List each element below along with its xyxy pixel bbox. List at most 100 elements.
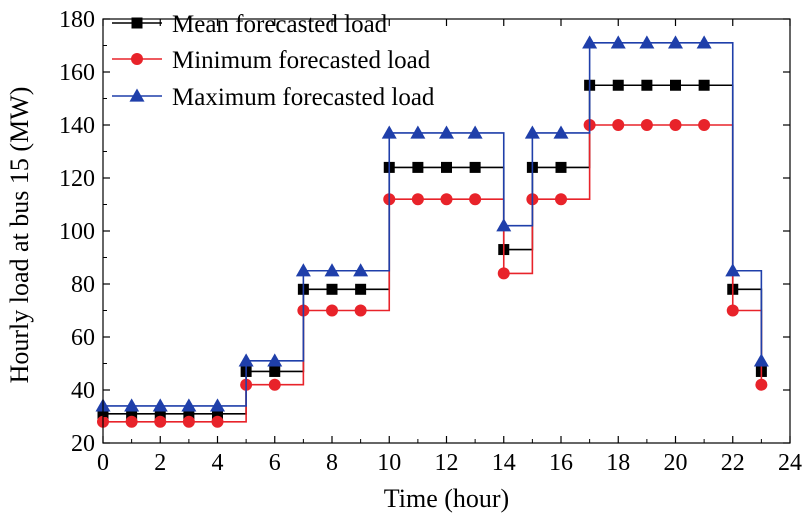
series-0-point-20 (670, 79, 681, 91)
series-0-point-19 (641, 79, 653, 91)
series-0-point-2 (154, 408, 166, 420)
series-1-point-20 (669, 119, 682, 131)
legend-marker-0 (131, 17, 143, 29)
series-line-2 (103, 42, 763, 407)
series-2-point-9 (353, 263, 369, 277)
series-2-point-4 (210, 398, 225, 412)
y-tick-label-3: 80 (71, 272, 95, 298)
y-tick-label-6: 140 (59, 113, 95, 139)
series-2-point-12 (439, 125, 454, 139)
series-2-point-1 (124, 398, 140, 412)
series-1-point-21 (698, 119, 711, 131)
series-0-point-1 (126, 408, 138, 420)
x-tick-label-12: 24 (778, 450, 802, 476)
x-tick-label-9: 18 (606, 450, 630, 476)
series-2-point-2 (152, 398, 168, 412)
x-axis-title: Time (hour) (384, 484, 509, 513)
y-tick-label-5: 120 (59, 166, 95, 192)
x-tick-label-1: 2 (154, 450, 166, 476)
series-1-point-16 (555, 193, 567, 206)
x-tick-label-2: 4 (212, 450, 224, 476)
legend-entry-0: Mean forecasted load (112, 11, 388, 38)
series-2-point-13 (467, 125, 483, 139)
series-0-point-3 (183, 408, 195, 420)
series-2-point-7 (295, 263, 311, 277)
series-0-point-11 (412, 161, 424, 173)
series-0-point-6 (269, 365, 281, 377)
x-tick-label-5: 10 (377, 450, 401, 476)
series-2-point-23 (753, 353, 769, 367)
legend-label-0: Mean forecasted load (172, 11, 388, 38)
series-1-point-14 (497, 267, 510, 280)
series-1-point-22 (726, 304, 739, 317)
legend-marker-1 (131, 53, 143, 65)
legend-label-1: Minimum forecasted load (172, 47, 431, 74)
series-1-point-23 (755, 378, 768, 391)
series-1-point-1 (125, 415, 138, 428)
series-1-point-8 (326, 304, 338, 317)
y-tick-label-1: 40 (71, 378, 95, 404)
y-tick-label-7: 160 (59, 60, 95, 86)
x-tick-label-11: 22 (721, 450, 745, 476)
series-0-point-21 (698, 79, 710, 91)
series-2-point-14 (496, 218, 512, 232)
x-tick-label-6: 12 (435, 450, 459, 476)
series-2-point-8 (324, 263, 340, 277)
series-1-point-6 (268, 378, 281, 391)
series-2-point-5 (238, 353, 254, 367)
series-2 (95, 35, 769, 412)
y-tick-label-8: 180 (59, 7, 95, 33)
x-tick-label-0: 0 (97, 450, 109, 476)
series-0-point-9 (355, 283, 367, 295)
series-1-point-4 (211, 415, 224, 428)
x-tick-label-8: 16 (549, 450, 573, 476)
series-1-point-18 (612, 119, 625, 131)
series-2-point-3 (181, 398, 197, 412)
x-tick-label-10: 20 (664, 450, 688, 476)
series-layer (95, 35, 769, 428)
series-0-point-13 (469, 161, 481, 173)
series-2-point-15 (524, 125, 540, 139)
series-line-0 (103, 84, 763, 415)
series-2-point-20 (668, 35, 683, 49)
series-2-point-19 (639, 35, 655, 49)
series-1 (97, 119, 768, 428)
legend-entry-1: Minimum forecasted load (112, 47, 431, 74)
legend-entry-2: Maximum forecasted load (112, 84, 435, 111)
series-1-point-13 (469, 193, 482, 206)
series-2-point-11 (410, 125, 426, 139)
series-2-point-16 (553, 125, 569, 139)
legend: Mean forecasted load Minimum forecasted l… (112, 11, 435, 111)
series-2-point-21 (696, 35, 712, 49)
series-0 (97, 79, 767, 420)
series-1-point-12 (440, 193, 453, 206)
series-0-point-4 (212, 408, 223, 420)
x-tick-label-7: 14 (492, 450, 516, 476)
x-tick-label-4: 8 (326, 450, 338, 476)
series-0-point-8 (326, 283, 338, 295)
plot-frame (102, 18, 791, 444)
series-1-point-2 (154, 415, 167, 428)
axes-layer: 0 2 4 6 8 10 12 14 16 18 20 22 242040608010012014016… (59, 7, 802, 476)
y-tick-label-2: 60 (71, 325, 95, 351)
legend-marker-2 (129, 88, 145, 102)
series-2-point-6 (267, 353, 283, 367)
series-1-point-3 (182, 415, 195, 428)
y-axis-title: Hourly load at bus 15 (MW) (5, 87, 34, 384)
series-1-point-9 (354, 304, 367, 317)
series-1-point-19 (640, 119, 653, 131)
series-0-point-18 (612, 79, 624, 91)
series-1-point-11 (411, 193, 424, 206)
series-0-point-16 (555, 161, 567, 173)
y-tick-label-4: 100 (59, 219, 95, 245)
y-tick-label-0: 20 (71, 431, 95, 457)
series-2-point-10 (381, 125, 397, 139)
series-2-point-17 (582, 35, 598, 49)
series-0-point-12 (441, 161, 452, 173)
legend-label-2: Maximum forecasted load (172, 84, 435, 111)
series-line-1 (103, 124, 763, 423)
x-tick-label-3: 6 (269, 450, 281, 476)
series-2-point-22 (725, 263, 741, 277)
series-2-point-18 (610, 35, 626, 49)
